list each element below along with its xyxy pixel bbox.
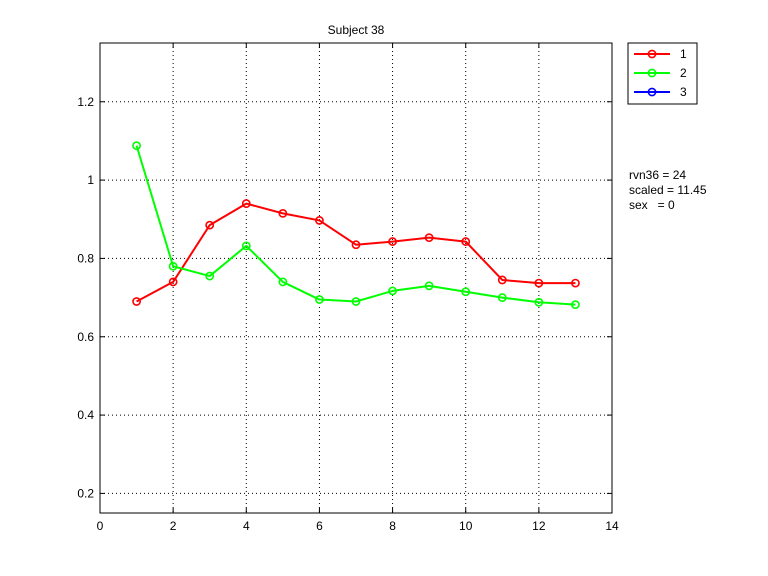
data-point: [278, 277, 288, 287]
annotation-sex: sex = 0: [629, 198, 675, 212]
legend-label: 3: [680, 85, 687, 99]
data-point: [534, 297, 544, 307]
x-tick-label: 14: [605, 519, 619, 533]
data-point: [571, 278, 580, 288]
annotation-block: rvn36 = 24 scaled = 11.45 sex = 0: [629, 168, 707, 212]
data-point: [205, 220, 215, 230]
legend-label: 2: [680, 66, 687, 80]
legend-marker: [647, 87, 657, 97]
legend-label: 1: [680, 47, 687, 61]
series-line: [135, 145, 576, 306]
y-tick-label: 0.6: [77, 330, 94, 344]
data-point: [351, 297, 361, 306]
data-point: [424, 233, 434, 243]
x-tick-label: 6: [316, 519, 323, 533]
data-point: [534, 278, 544, 288]
data-point: [315, 295, 324, 304]
y-tick-label: 0.4: [77, 408, 94, 422]
x-tick-label: 10: [459, 519, 473, 533]
data-point: [461, 237, 471, 246]
series-line: [136, 202, 576, 303]
legend-marker: [647, 49, 657, 59]
y-tick-label: 1.2: [77, 95, 94, 109]
data-point: [388, 286, 397, 296]
data-point: [497, 293, 507, 302]
ticks: 0 2 4 6 8 10 12 14 0.2 0.4 0.6 0.8 1 1.2: [77, 43, 619, 533]
axes-frame: [99, 42, 613, 514]
data-point: [241, 199, 251, 208]
legend-entry: 1: [634, 47, 687, 61]
series-1: [132, 199, 580, 306]
annotation-scaled: scaled = 11.45: [629, 183, 707, 197]
data-point: [241, 241, 251, 251]
x-tick-label: 0: [97, 519, 104, 533]
data-point: [132, 141, 141, 151]
x-tick-label: 2: [170, 519, 177, 533]
data-point: [351, 240, 361, 250]
data-point: [461, 287, 471, 297]
legend-entry: 2: [634, 66, 687, 80]
data-point: [278, 208, 288, 218]
data-point: [497, 275, 507, 285]
data-point: [205, 271, 215, 281]
grid: [100, 43, 612, 513]
x-tick-label: 8: [389, 519, 396, 533]
x-tick-label: 12: [532, 519, 546, 533]
y-tick-label: 0.8: [77, 251, 94, 265]
x-tick-label: 4: [243, 519, 250, 533]
data-point: [424, 281, 434, 291]
y-tick-label: 0.2: [77, 486, 94, 500]
legend-entry: 3: [634, 85, 687, 99]
data-point: [315, 216, 324, 225]
legend-marker: [647, 68, 657, 78]
data-point: [168, 277, 178, 287]
chart-title: Subject 38: [328, 23, 385, 37]
legend: 1 2 3: [627, 42, 698, 105]
data-point: [132, 297, 141, 306]
y-tick-label: 1: [87, 173, 94, 187]
plot-lines: [132, 141, 580, 310]
data-point: [388, 237, 397, 246]
series-2: [132, 141, 580, 310]
data-point: [571, 300, 580, 310]
annotation-rvn36: rvn36 = 24: [629, 168, 686, 182]
data-point: [168, 261, 178, 271]
